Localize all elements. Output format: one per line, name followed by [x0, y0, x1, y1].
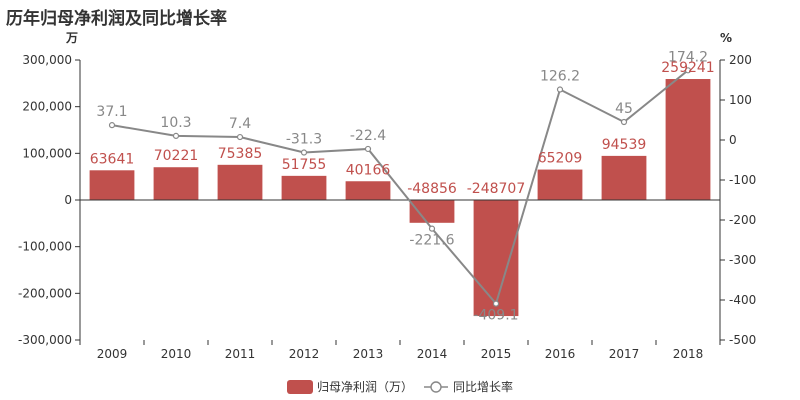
- bar-2011: [217, 164, 263, 200]
- growth-point-2013: [364, 145, 372, 153]
- x-tick-label: 2013: [353, 347, 384, 361]
- right-tick-label: 200: [729, 53, 752, 67]
- growth-point-2012: [300, 149, 308, 156]
- left-tick-label: -100,000: [18, 240, 72, 254]
- line-label: 45: [615, 101, 633, 117]
- legend-line-marker: [430, 381, 442, 393]
- bar-2016: [537, 169, 583, 200]
- x-tick-label: 2016: [545, 347, 576, 361]
- bar-label: 63641: [90, 151, 135, 167]
- chart-title: 历年归母净利润及同比增长率: [6, 9, 227, 29]
- bar-2017: [601, 155, 647, 200]
- line-label: 7.4: [229, 116, 251, 132]
- left-tick-label: 100,000: [22, 146, 72, 160]
- bar-label: -248707: [467, 181, 526, 197]
- x-tick-label: 2018: [673, 347, 704, 361]
- bar-2018: [665, 79, 711, 200]
- growth-point-2016: [556, 86, 564, 93]
- growth-point-2014: [428, 225, 436, 232]
- legend-bar-swatch: [287, 380, 313, 394]
- line-label: -221.6: [409, 233, 454, 249]
- bar-2010: [153, 167, 199, 200]
- growth-point-2015: [492, 300, 500, 307]
- bar-label: 40166: [346, 162, 391, 178]
- left-tick-label: -200,000: [18, 286, 72, 300]
- x-tick-label: 2010: [161, 347, 192, 361]
- bar-label: 51755: [282, 157, 327, 173]
- x-tick-label: 2009: [97, 347, 128, 361]
- bar-label: -48856: [407, 181, 457, 197]
- right-tick-label: -100: [729, 173, 756, 187]
- right-tick-label: -200: [729, 213, 756, 227]
- right-tick-label: -500: [729, 333, 756, 347]
- legend-bar-label: 归母净利润（万）: [317, 380, 413, 394]
- growth-point-2017: [620, 118, 628, 126]
- bar-label: 75385: [218, 146, 263, 162]
- legend-line-label: 同比增长率: [453, 379, 513, 394]
- line-label: -22.4: [350, 128, 386, 144]
- x-tick-label: 2017: [609, 347, 640, 361]
- bar-2015: [473, 200, 519, 317]
- bar-label: 94539: [602, 137, 647, 153]
- bar-label: 70221: [154, 148, 199, 164]
- bar-2012: [281, 175, 327, 200]
- right-tick-label: 100: [729, 93, 752, 107]
- line-label: 174.2: [668, 49, 708, 65]
- bar-label: 65209: [538, 151, 583, 167]
- growth-point-2018: [684, 67, 692, 74]
- growth-point-2009: [108, 122, 116, 129]
- left-tick-label: 0: [64, 193, 72, 207]
- x-tick-label: 2015: [481, 347, 512, 361]
- bar-2009: [89, 170, 135, 200]
- left-tick-label: 300,000: [22, 53, 72, 67]
- x-tick-label: 2014: [417, 347, 448, 361]
- line-label: 126.2: [540, 69, 580, 85]
- bar-2014: [409, 200, 455, 223]
- left-tick-label: -300,000: [18, 333, 72, 347]
- growth-line: [111, 69, 689, 306]
- line-label: 10.3: [160, 115, 191, 131]
- right-tick-label: -300: [729, 253, 756, 267]
- bar-label: 259241: [661, 60, 714, 76]
- line-label: -31.3: [286, 132, 322, 148]
- bar-2013: [345, 181, 391, 200]
- x-tick-label: 2012: [289, 347, 320, 361]
- left-axis-unit: 万: [65, 31, 78, 45]
- right-axis-unit: %: [720, 31, 732, 45]
- line-label: -409.1: [473, 308, 518, 324]
- x-tick-label: 2011: [225, 347, 256, 361]
- right-tick-label: -400: [729, 293, 756, 307]
- growth-point-2011: [236, 133, 244, 141]
- line-label: 37.1: [96, 104, 127, 120]
- growth-point-2010: [172, 132, 180, 139]
- left-tick-label: 200,000: [22, 100, 72, 114]
- right-tick-label: 0: [729, 133, 737, 147]
